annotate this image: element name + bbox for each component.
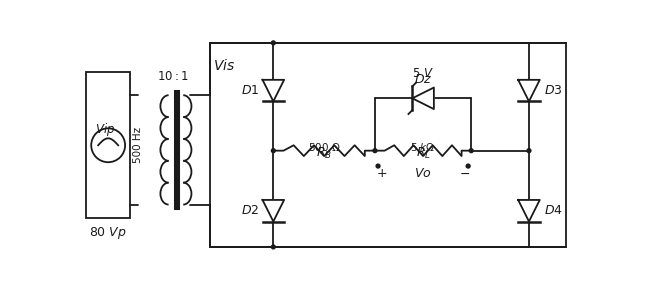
Text: $Vo$: $Vo$ [414,167,432,180]
Text: $Dz$: $Dz$ [414,73,432,86]
Text: $D1$: $D1$ [241,84,260,97]
Circle shape [469,149,473,153]
Text: $Vis$: $Vis$ [213,58,236,73]
Text: $80\ Vp$: $80\ Vp$ [89,224,127,241]
Bar [210,43,566,247]
Polygon shape [262,200,284,222]
Circle shape [373,149,377,153]
Text: $-$: $-$ [459,167,471,180]
Circle shape [376,164,380,168]
Text: $5\ k\Omega$: $5\ k\Omega$ [410,141,436,153]
Text: $Vip$: $Vip$ [95,121,115,138]
Text: $D4$: $D4$ [543,204,563,217]
Polygon shape [518,200,540,222]
Circle shape [466,164,470,168]
Text: $5\ V$: $5\ V$ [412,67,434,80]
Text: $R_B$: $R_B$ [316,146,332,161]
Polygon shape [518,80,540,101]
Text: $+$: $+$ [375,167,387,180]
Circle shape [271,41,275,45]
Text: 500 Hz: 500 Hz [133,127,143,163]
Circle shape [527,149,531,153]
Circle shape [271,245,275,249]
Text: $500\ \Omega$: $500\ \Omega$ [308,141,340,153]
Bar [86,72,130,218]
Text: $10:1$: $10:1$ [156,70,189,83]
Polygon shape [262,80,284,101]
Circle shape [271,149,275,153]
Polygon shape [412,88,434,109]
Text: $D2$: $D2$ [241,204,260,217]
Text: $D3$: $D3$ [543,84,562,97]
Text: $R_L$: $R_L$ [415,146,431,161]
